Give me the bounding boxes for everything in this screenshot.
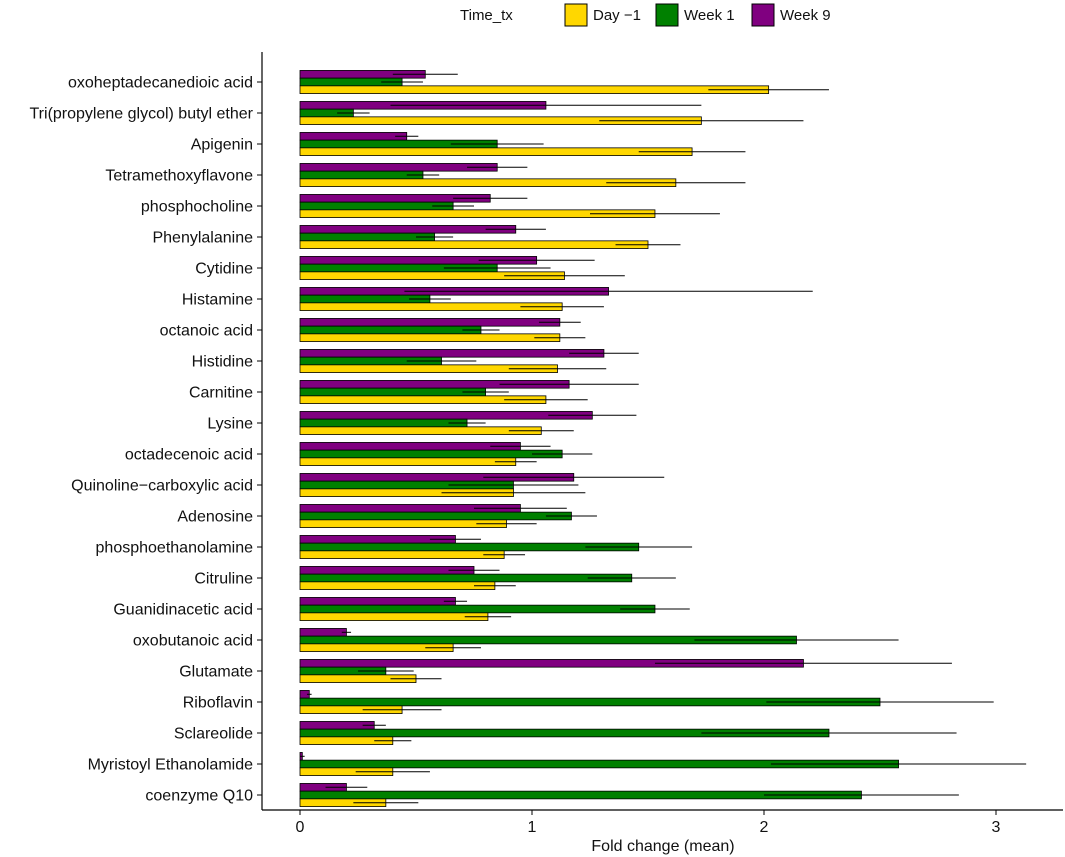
category-label: Carnitine	[189, 385, 253, 402]
legend-entry: Week 1	[684, 7, 735, 24]
x-tick-label: 2	[760, 819, 769, 836]
bar	[299, 511, 572, 521]
category-label: phosphocholine	[141, 199, 253, 216]
category-label: coenzyme Q10	[145, 788, 253, 805]
category-label: Quinoline−carboxylic acid	[71, 478, 253, 495]
bar	[299, 201, 454, 211]
bar	[299, 581, 496, 590]
legend-entry: Day −1	[593, 7, 641, 24]
x-axis-title: Fold change (mean)	[591, 838, 734, 855]
bar	[299, 449, 563, 459]
category-label: Apigenin	[191, 137, 253, 154]
bar	[299, 612, 489, 621]
category-label: Cytidine	[195, 261, 253, 278]
bar	[299, 426, 542, 435]
y-axis: oxoheptadecanedioic acid Tri(propylene gl…	[30, 52, 263, 810]
category-label: Adenosine	[177, 509, 253, 526]
category-label: Citruline	[194, 571, 253, 588]
category-label: Guanidinacetic acid	[113, 602, 253, 619]
bar	[299, 240, 649, 249]
bar	[299, 318, 561, 327]
x-tick-label: 3	[992, 819, 1001, 836]
x-tick-label: 0	[296, 819, 305, 836]
category-label: Histidine	[192, 354, 253, 371]
bar	[299, 349, 605, 358]
category-label: Tetramethoxyflavone	[105, 168, 253, 185]
category-label: oxoheptadecanedioic acid	[68, 75, 253, 92]
bar	[299, 550, 505, 559]
category-label: octadecenoic acid	[125, 447, 253, 464]
bar	[299, 333, 561, 342]
legend-title: Time_tx	[460, 7, 513, 24]
bar	[299, 457, 517, 466]
legend-key	[751, 3, 775, 27]
bar	[299, 566, 475, 575]
category-label: Phenylalanine	[152, 230, 253, 247]
legend-key	[564, 3, 588, 27]
category-label: Lysine	[207, 416, 253, 433]
category-label: phosphoethanolamine	[96, 540, 254, 557]
category-label: Glutamate	[179, 664, 253, 681]
bar	[299, 519, 507, 528]
category-label: Histamine	[182, 292, 253, 309]
bar	[299, 597, 456, 606]
category-label: Sclareolide	[174, 726, 253, 743]
bar	[299, 387, 487, 397]
bar	[299, 418, 468, 428]
legend: Time_tx Day −1 Week 1 Week 9	[460, 3, 831, 27]
legend-key	[655, 3, 679, 27]
bar	[299, 170, 424, 180]
category-label: oxobutanoic acid	[133, 633, 253, 650]
bar	[299, 442, 521, 451]
bar	[299, 604, 656, 614]
category-label: Riboflavin	[183, 695, 253, 712]
error-bars	[300, 73, 1027, 804]
bar	[299, 132, 408, 141]
category-label: octanoic acid	[160, 323, 253, 340]
bar	[299, 85, 770, 94]
x-axis: 0 1 2 3	[262, 809, 1063, 836]
bar	[299, 573, 633, 583]
bar	[299, 147, 693, 156]
bar	[299, 225, 517, 234]
legend-entry: Week 9	[780, 7, 831, 24]
category-label: Tri(propylene glycol) butyl ether	[30, 106, 254, 123]
bar	[299, 232, 435, 242]
bars	[299, 70, 899, 807]
bar	[299, 325, 482, 335]
x-tick-label: 1	[528, 819, 537, 836]
bar	[299, 628, 347, 637]
category-label: Myristoyl Ethanolamide	[88, 757, 254, 774]
